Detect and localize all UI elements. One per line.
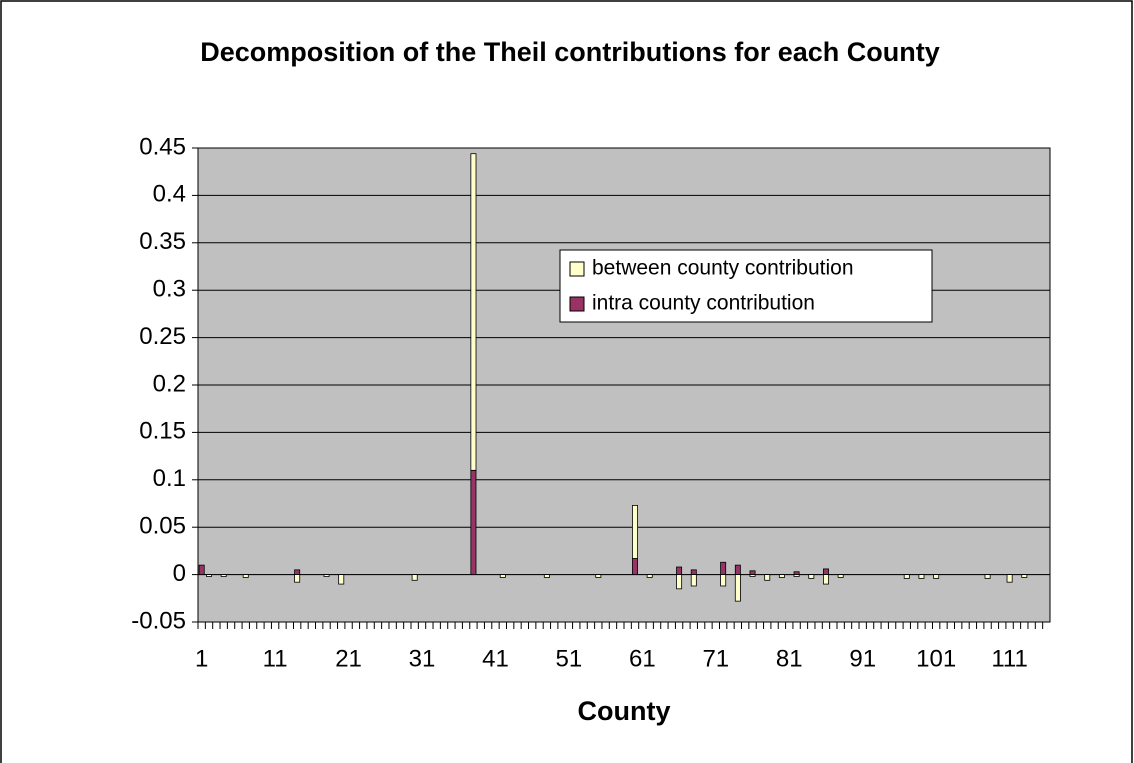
bar — [764, 574, 771, 581]
bar — [823, 574, 829, 585]
bar — [470, 469, 477, 576]
bar — [595, 574, 602, 578]
bar — [793, 571, 800, 575]
bar — [632, 558, 638, 576]
bar — [676, 566, 683, 575]
y-tick-label: 0.2 — [153, 370, 186, 397]
bar — [1006, 574, 1013, 583]
chart-title: Decomposition of the Theil contributions… — [200, 37, 940, 67]
bar — [808, 574, 815, 579]
legend-box — [559, 249, 933, 323]
bar — [411, 574, 418, 581]
y-tick-label: 0.45 — [139, 133, 186, 160]
x-tick-label: 81 — [776, 645, 803, 672]
x-tick-label: 101 — [916, 645, 956, 672]
x-tick-label: 61 — [629, 645, 656, 672]
bar — [749, 570, 756, 575]
x-tick-label: 91 — [849, 645, 876, 672]
legend-swatch — [569, 261, 585, 277]
x-axis-label: County — [578, 696, 671, 726]
bar — [242, 574, 249, 578]
bar — [470, 153, 477, 471]
bar — [690, 569, 697, 575]
bar — [734, 564, 741, 575]
y-tick-label: 0.1 — [153, 465, 186, 492]
x-tick-label: 31 — [409, 645, 436, 672]
x-tick-label: 111 — [991, 645, 1027, 672]
bar — [933, 574, 940, 579]
y-tick-label: 0.3 — [153, 276, 186, 303]
bar — [632, 504, 638, 559]
legend-label: intra county contribution — [592, 292, 815, 315]
legend-label: between county contribution — [592, 257, 854, 280]
bar — [903, 574, 910, 579]
bar — [676, 574, 683, 590]
x-tick-label: 41 — [482, 645, 509, 672]
bar — [499, 574, 506, 578]
y-tick-label: 0.05 — [139, 513, 186, 540]
y-tick-label: 0 — [173, 560, 186, 587]
bar — [823, 568, 829, 575]
y-tick-label: 0.15 — [139, 418, 186, 445]
bar — [734, 574, 741, 602]
x-tick-label: 1 — [195, 645, 208, 672]
y-tick-label: 0.4 — [153, 181, 186, 208]
x-tick-label: 11 — [263, 645, 288, 672]
x-tick-label: 71 — [702, 645, 729, 672]
bar — [918, 574, 925, 579]
y-tick-label: 0.25 — [139, 323, 186, 350]
bar — [1021, 574, 1028, 578]
bar — [543, 574, 550, 578]
bar — [338, 574, 345, 585]
bar — [837, 574, 844, 578]
bar — [294, 569, 301, 575]
bar — [720, 561, 727, 576]
bar — [294, 574, 301, 583]
bar — [198, 564, 205, 575]
bar — [720, 574, 727, 587]
bar — [690, 574, 697, 587]
bar — [778, 574, 785, 578]
bar — [646, 574, 653, 578]
legend-swatch — [569, 296, 585, 312]
y-tick-label: -0.05 — [131, 607, 186, 634]
bar — [984, 574, 991, 579]
x-tick-label: 21 — [335, 645, 362, 672]
x-tick-label: 51 — [556, 645, 583, 672]
y-tick-label: 0.35 — [139, 228, 186, 255]
